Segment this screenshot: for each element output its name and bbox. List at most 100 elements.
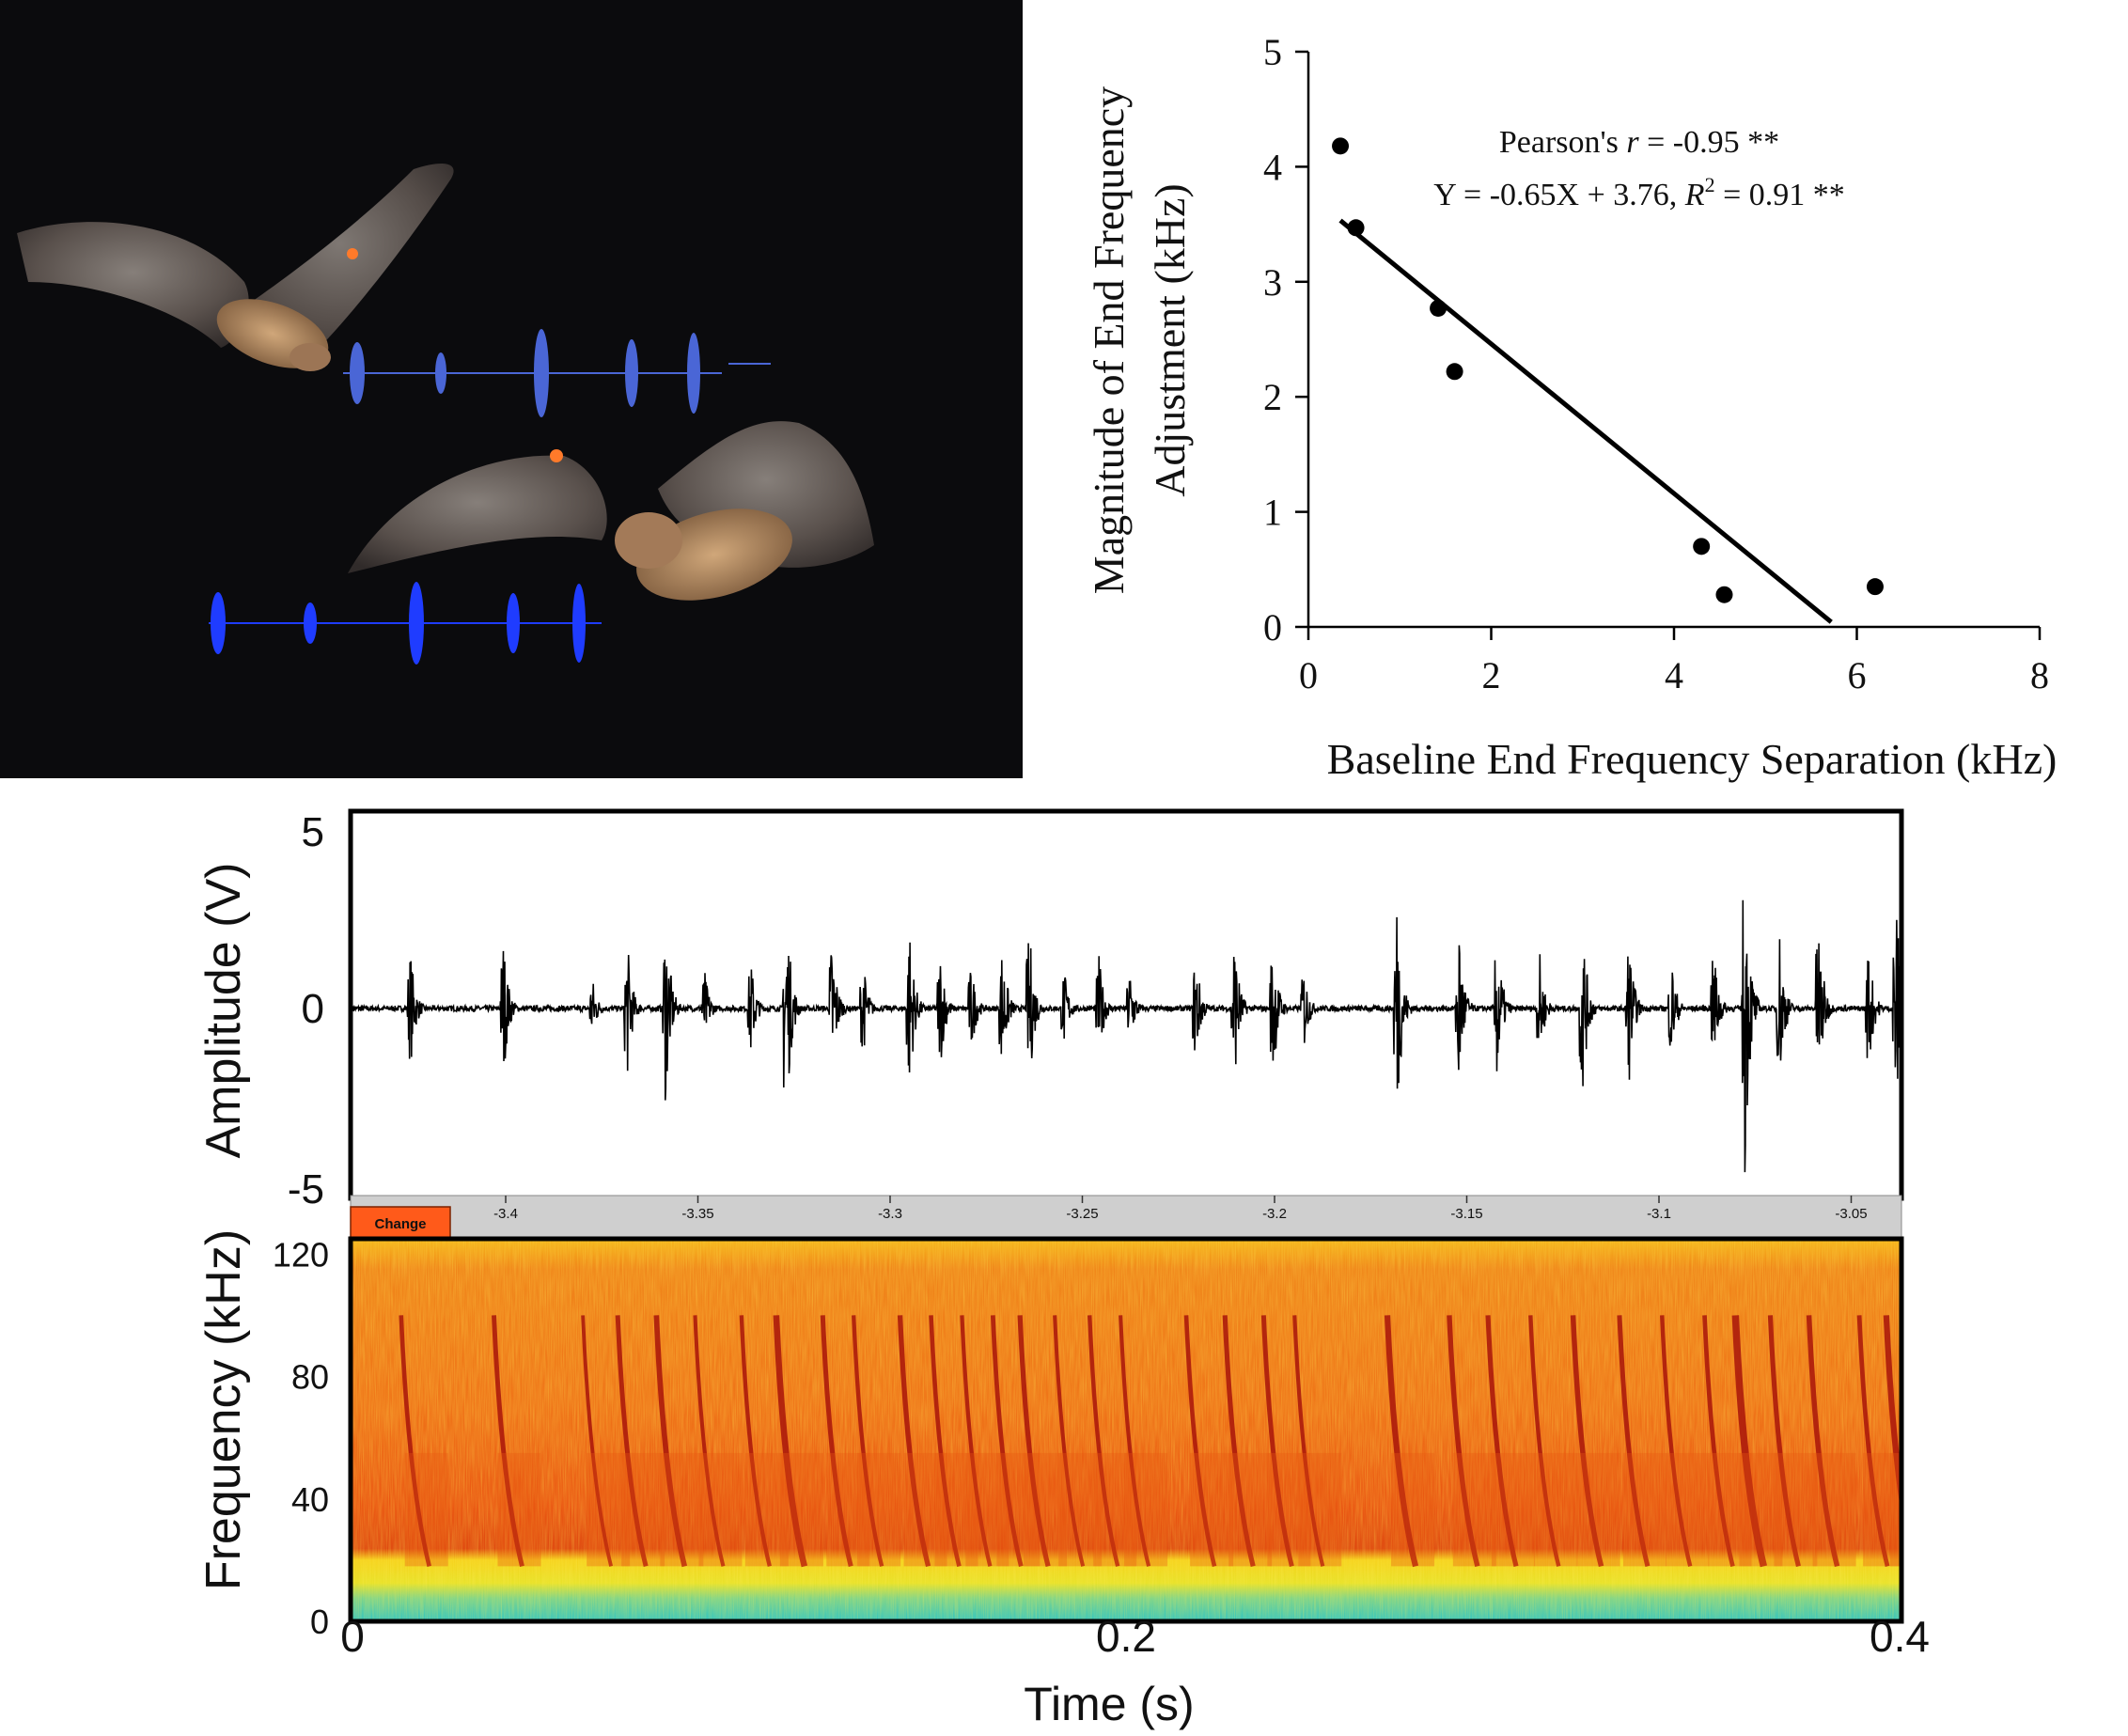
- scatter-points: [1332, 137, 1884, 603]
- scatter-x-tick-label: 8: [2030, 654, 2049, 696]
- photo-background: [0, 0, 1023, 778]
- call-sweep: [1447, 1315, 1480, 1568]
- change-button[interactable]: [350, 1206, 451, 1240]
- change-button-label[interactable]: Change: [374, 1216, 426, 1232]
- call-energy: [1739, 1452, 1783, 1567]
- amplitude-tick-label: 0: [302, 986, 324, 1032]
- call-sweep: [773, 1315, 808, 1568]
- scatter-y-tick-label: 1: [1263, 492, 1282, 534]
- scatter-x-tick-label: 6: [1848, 654, 1867, 696]
- lower-pulse-train: [209, 582, 602, 665]
- call-energy: [1812, 1452, 1856, 1567]
- scatter-y-tick-labels: 0 1 2 3 4 5: [1263, 31, 1282, 649]
- call-sweep: [1119, 1315, 1151, 1567]
- fit-line: [1338, 218, 1833, 624]
- time-axis-label: Time (s): [1024, 1678, 1194, 1730]
- call-energy: [1058, 1452, 1103, 1567]
- call-sweep: [615, 1315, 649, 1567]
- frequency-tick-label: 40: [291, 1480, 329, 1519]
- call-energy: [1391, 1452, 1435, 1567]
- call-sweep: [1702, 1315, 1735, 1567]
- bat-photo-panel: [0, 0, 1023, 778]
- call-energy: [1492, 1452, 1536, 1567]
- call-sweep: [1806, 1315, 1840, 1568]
- scatter-x-tick-label: 0: [1299, 654, 1318, 696]
- call-energy: [934, 1452, 978, 1567]
- time-tick-labels: 0 0.2 0.4: [340, 1612, 1930, 1661]
- call-sweep: [1731, 1315, 1768, 1568]
- call-sweep: [1183, 1315, 1217, 1567]
- call-sweep: [491, 1315, 524, 1567]
- call-energy: [497, 1452, 541, 1567]
- call-sweep: [693, 1315, 726, 1567]
- call-sweep: [1617, 1315, 1651, 1568]
- call-sweep: [1260, 1315, 1294, 1567]
- toolbar-tick-label: -3.3: [878, 1206, 902, 1222]
- scatter-x-tick-label: 2: [1482, 654, 1501, 696]
- call-sweep: [990, 1315, 1024, 1567]
- call-energy: [1576, 1452, 1620, 1567]
- scatter-point: [1715, 586, 1733, 603]
- toolbar-tick-label: -3.25: [1066, 1206, 1098, 1222]
- call-energy: [660, 1452, 704, 1567]
- time-tick-label: 0.2: [1096, 1612, 1156, 1661]
- time-tick-label: 0: [340, 1612, 365, 1661]
- scatter-point: [1430, 299, 1447, 317]
- call-energy: [1124, 1452, 1168, 1567]
- scatter-y-tick-label: 5: [1263, 31, 1282, 73]
- scatter-point: [1866, 578, 1884, 596]
- call-energy: [1863, 1452, 1901, 1567]
- toolbar-tick-label: -3.1: [1647, 1206, 1671, 1222]
- regression-line: [1338, 218, 1833, 624]
- call-sweep: [653, 1315, 688, 1568]
- call-sweep: [960, 1315, 993, 1567]
- lower-bat: [348, 421, 874, 601]
- frequency-tick-labels: 0 40 80 120: [273, 1235, 329, 1641]
- scatter-y-tick-label: 4: [1263, 146, 1282, 188]
- call-sweep: [1222, 1315, 1256, 1568]
- scatter-y-axis-label-line2: Adjustment (kHz): [1146, 183, 1194, 496]
- call-energy: [744, 1452, 789, 1567]
- call-energy: [1889, 1452, 1901, 1567]
- call-energy: [1452, 1452, 1496, 1567]
- call-sweep: [852, 1315, 884, 1567]
- scatter-point: [1332, 137, 1350, 155]
- amplitude-tick-labels: 5 0 -5: [288, 809, 324, 1212]
- call-energy: [587, 1452, 631, 1567]
- scatter-y-tick-label: 3: [1263, 261, 1282, 304]
- spectrogram-calls: [399, 1315, 1901, 1568]
- call-sweep: [399, 1315, 431, 1567]
- upper-bat: [17, 164, 454, 371]
- call-energy: [1622, 1452, 1666, 1567]
- call-energy: [1093, 1452, 1137, 1567]
- call-sweep: [897, 1315, 931, 1568]
- scatter-y-axis-label-line1: Magnitude of End Frequency: [1085, 86, 1133, 594]
- call-sweep: [929, 1315, 962, 1567]
- call-sweep: [1087, 1315, 1120, 1567]
- recording-panel: 50-5 Amplitude (V) Change -3.4 -3.35 -3.3-…: [196, 808, 1930, 1730]
- toolbar-tick-labels: -3.4 -3.35 -3.3 -3.25 -3.2 -3.15 -3.1 -3.05: [493, 1196, 1868, 1222]
- frequency-axis-label: Frequency (kHz): [196, 1229, 251, 1590]
- call-energy: [903, 1452, 947, 1567]
- amplitude-tick-label: 5: [302, 809, 324, 855]
- scatter-axes: [1295, 50, 2042, 640]
- call-energy: [1298, 1452, 1342, 1567]
- call-energy: [404, 1452, 448, 1567]
- spectrogram-frame: [348, 1236, 1904, 1624]
- scatter-point: [1446, 363, 1463, 381]
- call-energy: [857, 1452, 901, 1567]
- frequency-tick-label: 120: [273, 1235, 329, 1274]
- frequency-tick-label: 0: [310, 1603, 329, 1641]
- call-sweep: [739, 1315, 772, 1567]
- scatter-y-tick-label: 2: [1263, 376, 1282, 418]
- call-energy: [1267, 1452, 1311, 1567]
- call-sweep: [1053, 1315, 1086, 1567]
- pearson-annotation: Pearson's r = -0.95 **: [1499, 125, 1779, 160]
- frequency-tick-label: 80: [291, 1358, 329, 1397]
- call-sweep: [1659, 1315, 1693, 1567]
- scatter-x-tick-label: 4: [1665, 654, 1683, 696]
- call-sweep: [1384, 1315, 1419, 1568]
- time-tick-label: 0.4: [1870, 1612, 1930, 1661]
- call-sweep: [1292, 1315, 1325, 1567]
- call-sweep: [1570, 1315, 1604, 1568]
